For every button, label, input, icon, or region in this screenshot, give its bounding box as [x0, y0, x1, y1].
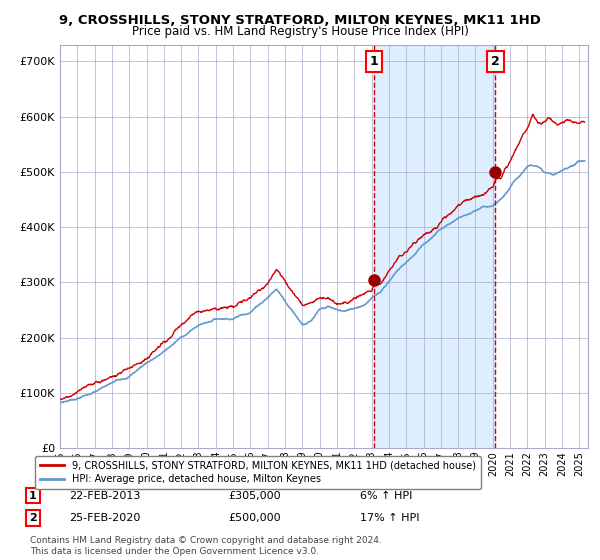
- Text: 25-FEB-2020: 25-FEB-2020: [69, 513, 140, 523]
- Text: 6% ↑ HPI: 6% ↑ HPI: [360, 491, 412, 501]
- Text: 17% ↑ HPI: 17% ↑ HPI: [360, 513, 419, 523]
- Text: 9, CROSSHILLS, STONY STRATFORD, MILTON KEYNES, MK11 1HD: 9, CROSSHILLS, STONY STRATFORD, MILTON K…: [59, 14, 541, 27]
- Text: Contains HM Land Registry data © Crown copyright and database right 2024.
This d: Contains HM Land Registry data © Crown c…: [30, 536, 382, 556]
- Text: £500,000: £500,000: [228, 513, 281, 523]
- Text: 22-FEB-2013: 22-FEB-2013: [69, 491, 140, 501]
- Text: Price paid vs. HM Land Registry's House Price Index (HPI): Price paid vs. HM Land Registry's House …: [131, 25, 469, 38]
- Text: £305,000: £305,000: [228, 491, 281, 501]
- Legend: 9, CROSSHILLS, STONY STRATFORD, MILTON KEYNES, MK11 1HD (detached house), HPI: A: 9, CROSSHILLS, STONY STRATFORD, MILTON K…: [35, 456, 481, 489]
- Text: 2: 2: [29, 513, 37, 523]
- Text: 1: 1: [370, 55, 378, 68]
- Text: 2: 2: [491, 55, 500, 68]
- Text: 1: 1: [29, 491, 37, 501]
- Bar: [374, 45, 496, 448]
